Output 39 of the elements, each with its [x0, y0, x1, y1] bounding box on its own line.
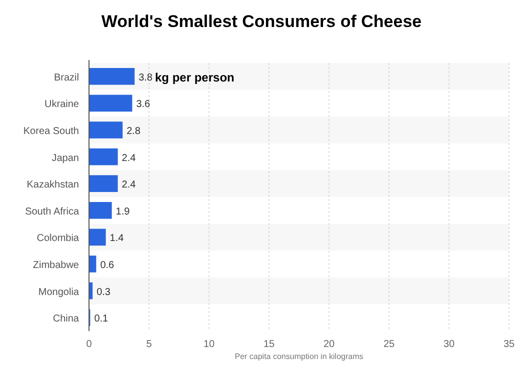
y-tick-label: Japan	[52, 152, 79, 164]
y-tick-label: South Africa	[25, 206, 80, 218]
x-tick-label: 15	[263, 339, 275, 350]
y-tick-label: Zimbabwe	[32, 260, 80, 271]
bar	[89, 148, 118, 166]
y-tick-label: Korea South	[23, 126, 79, 137]
y-tick-label: Colombia	[36, 233, 80, 244]
y-tick-label: Brazil	[54, 72, 79, 84]
bar	[89, 68, 135, 85]
x-tick-label: 35	[503, 339, 515, 350]
x-tick-label: 20	[323, 339, 335, 350]
bar	[89, 228, 106, 246]
x-tick-label: 25	[383, 339, 395, 350]
data-label: 1.9	[116, 206, 130, 218]
data-label: 1.4	[110, 233, 124, 244]
data-label: 3.8	[138, 72, 153, 84]
x-axis-title: Per capita consumption in kilograms	[234, 352, 364, 361]
annotation: kg per person	[155, 70, 234, 84]
x-tick-label: 30	[443, 339, 455, 350]
data-label: 0.6	[100, 260, 115, 271]
y-tick-label: Kazakhstan	[26, 180, 79, 191]
bar	[89, 256, 96, 272]
bar	[89, 122, 123, 138]
bar	[89, 175, 118, 192]
y-tick-label: Mongolia	[38, 286, 80, 298]
data-label: 2.4	[122, 180, 136, 191]
x-tick-label: 5	[146, 339, 152, 350]
y-tick-label: China	[52, 314, 80, 325]
data-label: 0.1	[94, 314, 109, 325]
x-tick-label: 0	[86, 339, 92, 350]
x-tick-label: 10	[203, 339, 215, 350]
bar	[89, 94, 132, 112]
chart-title: World's Smallest Consumers of Cheese	[101, 12, 422, 31]
data-label: 2.8	[126, 126, 141, 137]
data-label: 3.6	[136, 99, 151, 110]
y-tick-label: Ukraine	[44, 99, 80, 110]
bar	[89, 202, 112, 219]
data-label: 0.3	[96, 286, 111, 298]
data-label: 2.4	[122, 152, 136, 164]
